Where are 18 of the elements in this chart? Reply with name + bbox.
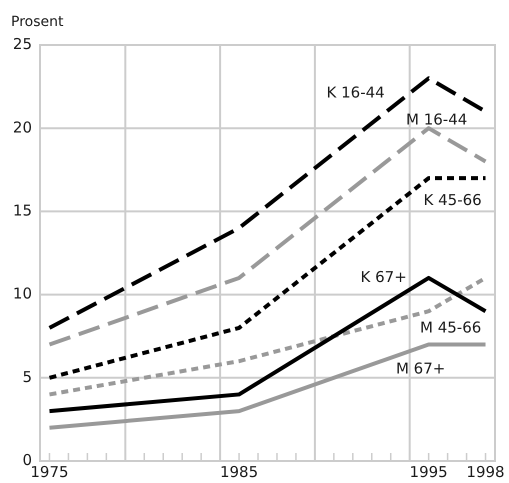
y-tick-label: 25	[12, 35, 32, 54]
x-tick-label: 1998	[466, 463, 505, 481]
y-tick-label: 15	[12, 201, 32, 220]
series-label: K 45-66	[424, 191, 482, 210]
y-axis-title: Prosent	[11, 14, 64, 30]
series-label: M 45-66	[420, 318, 482, 336]
y-tick-label: 0	[22, 451, 32, 470]
series-label: K 67+	[360, 268, 407, 286]
x-tick-label: 1975	[30, 463, 69, 481]
y-tick-label: 20	[12, 118, 32, 136]
y-tick-label: 5	[22, 368, 32, 386]
x-tick-label: 1985	[220, 463, 258, 481]
series-label: K 16-44	[326, 83, 385, 102]
series-label: M 67+	[396, 360, 446, 378]
line-series	[47, 126, 488, 347]
series-label: M 16-44	[406, 110, 468, 128]
x-tick-label: 1995	[410, 463, 448, 481]
y-tick-label: 10	[12, 284, 32, 303]
